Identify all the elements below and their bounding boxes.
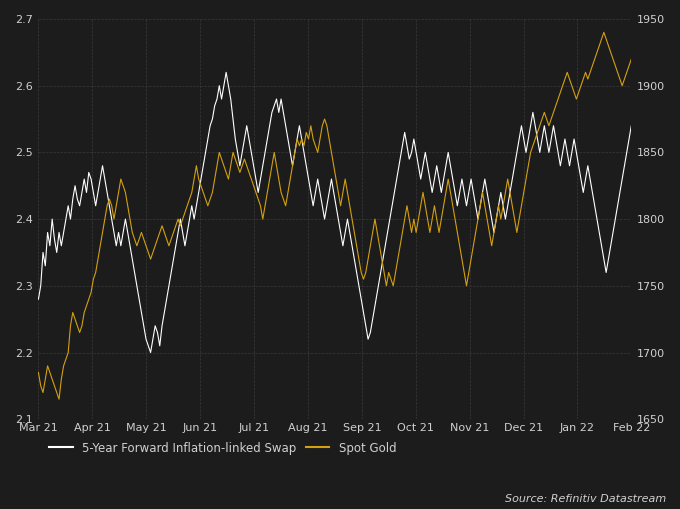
Legend: 5-Year Forward Inflation-linked Swap, Spot Gold: 5-Year Forward Inflation-linked Swap, Sp… bbox=[44, 437, 401, 459]
Text: Source: Refinitiv Datastream: Source: Refinitiv Datastream bbox=[505, 494, 666, 504]
